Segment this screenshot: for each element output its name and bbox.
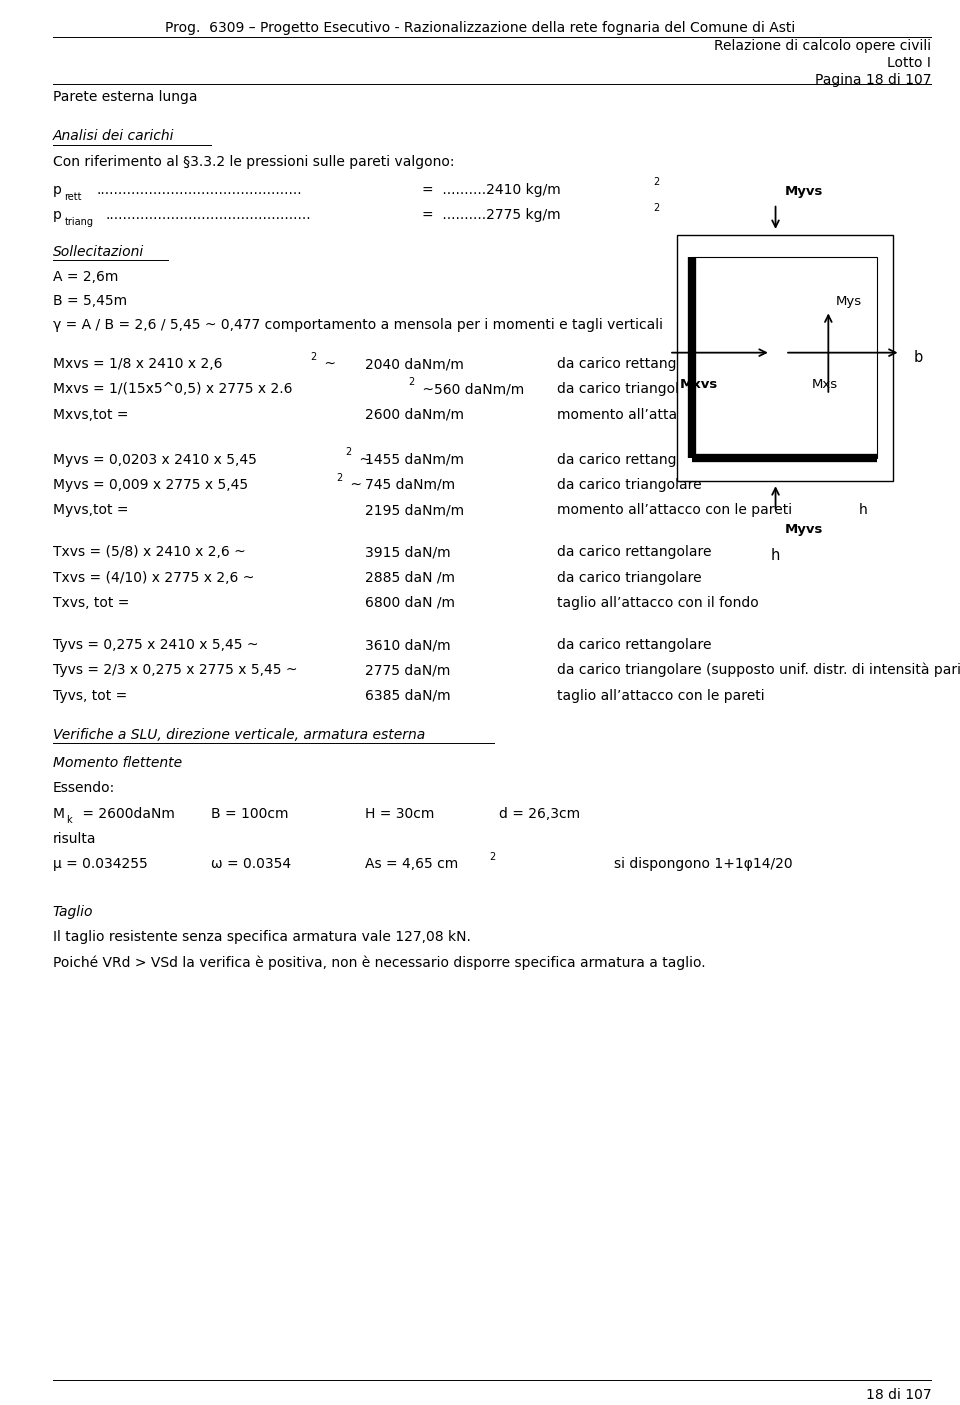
Text: Mxs: Mxs (812, 378, 838, 391)
Text: h: h (859, 503, 868, 517)
Text: ~: ~ (346, 478, 362, 492)
Text: Momento flettente: Momento flettente (53, 756, 182, 770)
Text: γ = A / B = 2,6 / 5,45 ~ 0,477 comportamento a mensola per i momenti e tagli ver: γ = A / B = 2,6 / 5,45 ~ 0,477 comportam… (53, 318, 662, 332)
Text: rett: rett (64, 191, 82, 201)
Text: M: M (53, 806, 64, 821)
Text: Myvs,tot =: Myvs,tot = (53, 503, 129, 517)
Text: ω = 0.0354: ω = 0.0354 (211, 857, 291, 871)
Text: si dispongono 1+1φ14/20: si dispongono 1+1φ14/20 (614, 857, 793, 871)
Text: 2: 2 (336, 472, 343, 482)
Text: Prog.  6309 – Progetto Esecutivo - Razionalizzazione della rete fognaria del Com: Prog. 6309 – Progetto Esecutivo - Razion… (165, 21, 795, 35)
Text: da carico rettangolare: da carico rettangolare (557, 357, 711, 371)
Text: As = 4,65 cm: As = 4,65 cm (365, 857, 458, 871)
Text: 18 di 107: 18 di 107 (866, 1388, 931, 1402)
Text: da carico triangolare: da carico triangolare (557, 478, 702, 492)
Text: 2: 2 (310, 351, 317, 361)
Text: 2885 daN /m: 2885 daN /m (365, 570, 455, 584)
Text: Mxvs: Mxvs (680, 378, 718, 391)
Text: Con riferimento al §3.3.2 le pressioni sulle pareti valgono:: Con riferimento al §3.3.2 le pressioni s… (53, 155, 454, 169)
Text: 2: 2 (346, 447, 352, 457)
Text: 2600 daNm/m: 2600 daNm/m (365, 407, 464, 422)
Text: 2195 daNm/m: 2195 daNm/m (365, 503, 464, 517)
Text: p: p (53, 208, 61, 222)
Text: Taglio: Taglio (53, 905, 93, 919)
Bar (692, 257, 877, 458)
Text: 6385 daN/m: 6385 daN/m (365, 688, 450, 702)
Text: Tyvs, tot =: Tyvs, tot = (53, 688, 127, 702)
Text: ~: ~ (355, 452, 372, 466)
Text: 2775 daN/m: 2775 daN/m (365, 663, 450, 677)
Text: 2: 2 (653, 177, 660, 187)
Text: Txvs = (5/8) x 2410 x 2,6 ~: Txvs = (5/8) x 2410 x 2,6 ~ (53, 545, 246, 559)
Text: Myvs: Myvs (785, 185, 824, 198)
Text: A = 2,6m: A = 2,6m (53, 270, 118, 284)
Text: 3915 daN/m: 3915 daN/m (365, 545, 450, 559)
Text: Mxvs = 1/8 x 2410 x 2,6: Mxvs = 1/8 x 2410 x 2,6 (53, 357, 223, 371)
Text: Myvs: Myvs (785, 523, 824, 535)
Text: da carico rettangolare: da carico rettangolare (557, 545, 711, 559)
Text: Poiché VRd > VSd la verifica è positiva, non è necessario disporre specifica arm: Poiché VRd > VSd la verifica è positiva,… (53, 955, 706, 969)
Text: Sollecitazioni: Sollecitazioni (53, 244, 144, 259)
Text: da carico rettangolare: da carico rettangolare (557, 452, 711, 466)
Bar (677, 235, 893, 481)
Text: Lotto I: Lotto I (887, 56, 931, 70)
Text: Relazione di calcolo opere civili: Relazione di calcolo opere civili (714, 39, 931, 53)
Text: momento all’attacco con le pareti: momento all’attacco con le pareti (557, 503, 792, 517)
Text: 2040 daNm/m: 2040 daNm/m (365, 357, 464, 371)
Text: Mys: Mys (836, 295, 862, 308)
Text: μ = 0.034255: μ = 0.034255 (53, 857, 148, 871)
Text: Tyvs = 2/3 x 0,275 x 2775 x 5,45 ~: Tyvs = 2/3 x 0,275 x 2775 x 5,45 ~ (53, 663, 298, 677)
Text: ~560 daNm/m: ~560 daNm/m (418, 382, 524, 396)
Text: da carico triangolare: da carico triangolare (557, 382, 702, 396)
Text: Tyvs = 0,275 x 2410 x 5,45 ~: Tyvs = 0,275 x 2410 x 5,45 ~ (53, 638, 258, 652)
Text: =  ..........2775 kg/m: = ..........2775 kg/m (422, 208, 561, 222)
Text: 1455 daNm/m: 1455 daNm/m (365, 452, 464, 466)
Text: Analisi dei carichi: Analisi dei carichi (53, 129, 175, 143)
Text: risulta: risulta (53, 832, 96, 846)
Text: Txvs, tot =: Txvs, tot = (53, 596, 130, 610)
Text: ~: ~ (320, 357, 336, 371)
Text: taglio all’attacco con il fondo: taglio all’attacco con il fondo (557, 596, 758, 610)
Text: 745 daNm/m: 745 daNm/m (365, 478, 455, 492)
Text: ...............................................: ........................................… (106, 208, 311, 222)
Text: Il taglio resistente senza specifica armatura vale 127,08 kN.: Il taglio resistente senza specifica arm… (53, 930, 470, 944)
Text: 2: 2 (408, 377, 415, 386)
Text: Mxvs,tot =: Mxvs,tot = (53, 407, 129, 422)
Text: H = 30cm: H = 30cm (365, 806, 434, 821)
Text: k: k (66, 815, 72, 825)
Text: h: h (771, 548, 780, 563)
Text: da carico rettangolare: da carico rettangolare (557, 638, 711, 652)
Text: 2: 2 (490, 851, 496, 861)
Text: = 2600daNm: = 2600daNm (78, 806, 175, 821)
Text: ...............................................: ........................................… (96, 183, 301, 197)
Text: Essendo:: Essendo: (53, 781, 115, 795)
Text: Myvs = 0,009 x 2775 x 5,45: Myvs = 0,009 x 2775 x 5,45 (53, 478, 248, 492)
Text: da carico triangolare (supposto unif. distr. di intensità pari a 2/3): da carico triangolare (supposto unif. di… (557, 663, 960, 677)
Text: triang: triang (64, 216, 93, 226)
Text: B = 100cm: B = 100cm (211, 806, 289, 821)
Text: taglio all’attacco con le pareti: taglio all’attacco con le pareti (557, 688, 764, 702)
Text: Txvs = (4/10) x 2775 x 2,6 ~: Txvs = (4/10) x 2775 x 2,6 ~ (53, 570, 254, 584)
Text: momento all’attacco con la fondazione: momento all’attacco con la fondazione (557, 407, 828, 422)
Text: 6800 daN /m: 6800 daN /m (365, 596, 455, 610)
Text: B = 5,45m: B = 5,45m (53, 294, 127, 308)
Text: b: b (914, 350, 924, 365)
Text: Verifiche a SLU, direzione verticale, armatura esterna: Verifiche a SLU, direzione verticale, ar… (53, 728, 425, 742)
Text: Mxvs = 1/(15x5^0,5) x 2775 x 2.6: Mxvs = 1/(15x5^0,5) x 2775 x 2.6 (53, 382, 292, 396)
Text: 2: 2 (653, 202, 660, 212)
Text: d = 26,3cm: d = 26,3cm (499, 806, 581, 821)
Text: 3610 daN/m: 3610 daN/m (365, 638, 450, 652)
Text: da carico triangolare: da carico triangolare (557, 570, 702, 584)
Text: =  ..........2410 kg/m: = ..........2410 kg/m (422, 183, 562, 197)
Text: Parete esterna lunga: Parete esterna lunga (53, 90, 198, 104)
Text: Myvs = 0,0203 x 2410 x 5,45: Myvs = 0,0203 x 2410 x 5,45 (53, 452, 256, 466)
Text: Pagina 18 di 107: Pagina 18 di 107 (815, 73, 931, 87)
Text: p: p (53, 183, 61, 197)
